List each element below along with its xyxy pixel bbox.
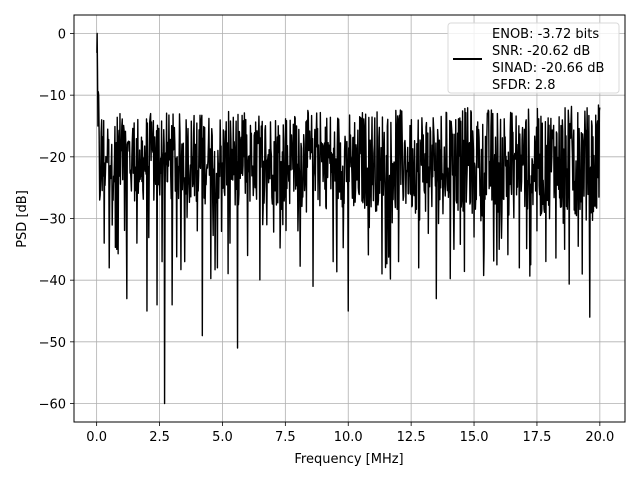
y-tick-label: −40 [39,274,66,289]
x-tick-label: 0.0 [86,430,107,445]
psd-trace [96,32,601,405]
y-tick-label: −10 [39,89,66,104]
y-axis-label: PSD [dB] [15,190,30,248]
legend-line-enob: ENOB: -3.72 bits [492,27,599,42]
y-tick-label: −30 [39,213,66,228]
y-ticks: 0 −10 −20 −30 −40 −50 −60 [39,28,74,413]
x-tick-label: 17.5 [522,430,551,445]
x-tick-label: 10.0 [334,430,363,445]
x-tick-label: 7.5 [275,430,296,445]
x-tick-label: 12.5 [397,430,426,445]
x-tick-label: 2.5 [149,430,170,445]
legend: ENOB: -3.72 bits SNR: -20.62 dB SINAD: -… [447,22,620,94]
legend-line-sfdr: SFDR: 2.8 [492,78,556,93]
x-tick-label: 15.0 [460,430,489,445]
x-axis-label: Frequency [MHz] [294,452,403,467]
x-tick-label: 5.0 [212,430,233,445]
x-tick-label: 20.0 [585,430,614,445]
psd-trace-group [96,32,601,405]
legend-line-sinad: SINAD: -20.66 dB [492,61,604,76]
legend-line-snr: SNR: -20.62 dB [492,44,590,59]
y-tick-label: −60 [39,398,66,413]
legend-box [447,22,620,94]
y-tick-label: 0 [58,28,66,43]
x-ticks: 0.0 2.5 5.0 7.5 10.0 12.5 15.0 17.5 20.0 [86,422,614,445]
y-tick-label: −50 [39,336,66,351]
y-tick-label: −20 [39,151,66,166]
